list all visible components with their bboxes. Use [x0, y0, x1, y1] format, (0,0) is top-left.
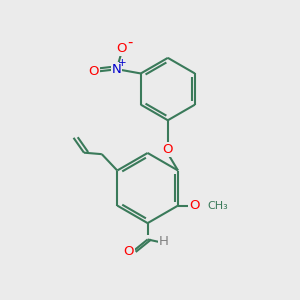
Text: +: + [118, 58, 127, 68]
Text: O: O [123, 245, 134, 258]
Text: H: H [159, 235, 169, 248]
Text: O: O [189, 199, 200, 212]
Text: O: O [116, 42, 127, 55]
Text: -: - [127, 34, 132, 50]
Text: O: O [88, 65, 98, 78]
Text: O: O [163, 142, 173, 156]
Text: CH₃: CH₃ [208, 201, 229, 211]
Text: N: N [112, 63, 121, 76]
